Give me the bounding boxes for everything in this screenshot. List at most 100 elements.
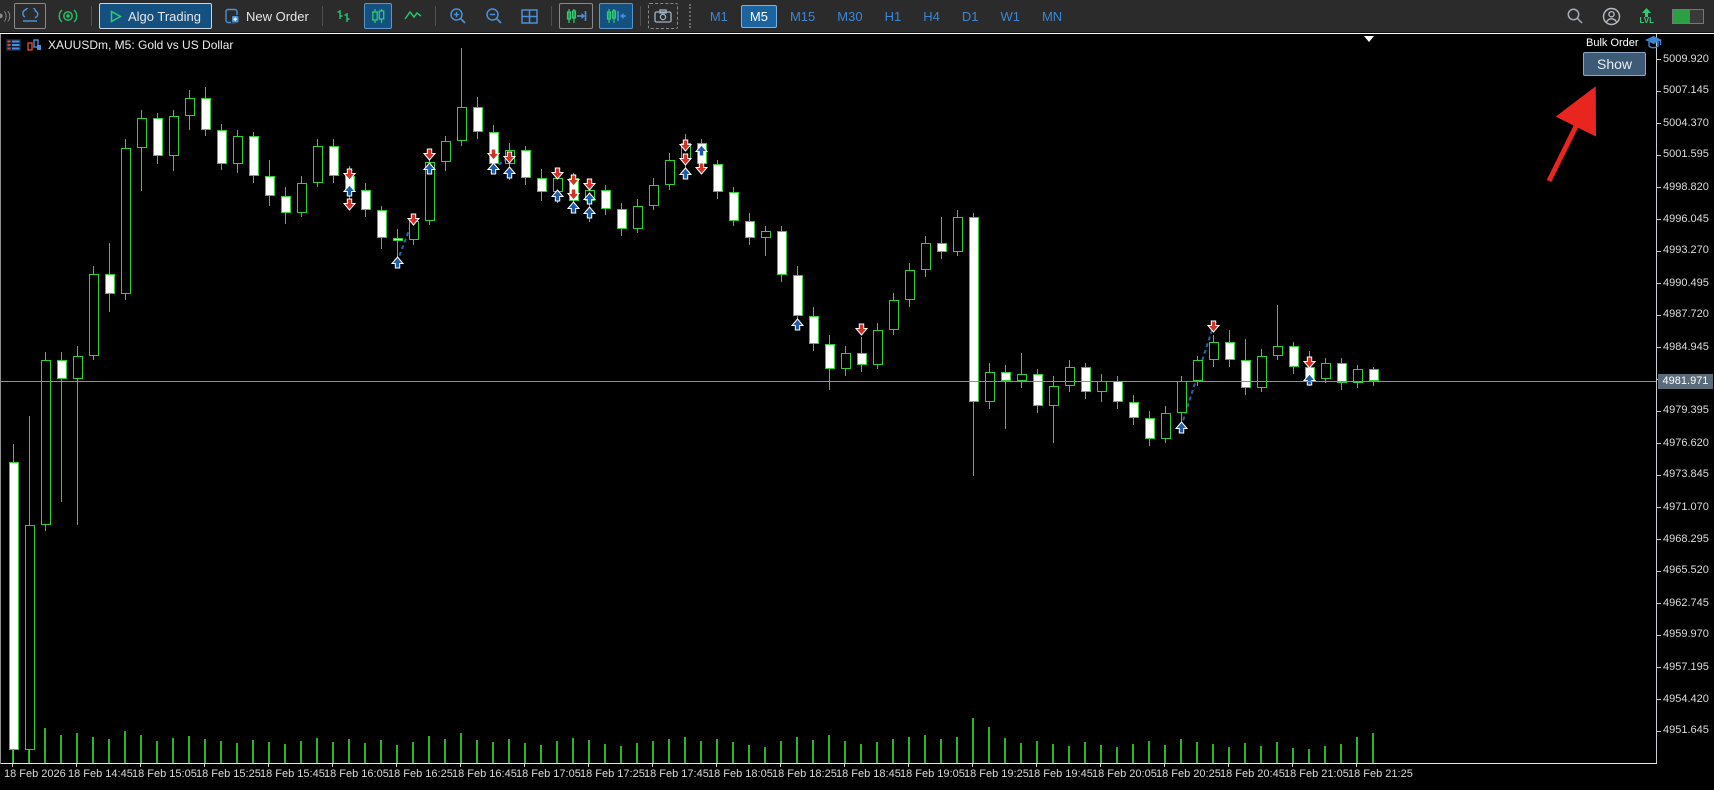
volume-bar [1132,744,1134,763]
volume-bar [1020,743,1022,763]
timeframe-m5[interactable]: M5 [740,4,777,28]
volume-bar [1292,748,1294,763]
candle [809,316,819,345]
price-axis-label: 4990.495 [1663,277,1709,289]
timeframe-h1[interactable]: H1 [884,8,902,24]
chart-plot-area[interactable] [0,34,1656,764]
chart-symbol-title: XAUUSDm, M5: Gold vs US Dollar [48,38,234,52]
shift-chart-right-button[interactable] [558,3,593,29]
toolbar-divider [90,6,92,26]
level-indicator[interactable]: LVL [1639,7,1654,25]
price-axis-tick [1657,603,1661,604]
account-icon[interactable] [1602,7,1621,26]
candle [489,131,499,165]
zoom-out-button[interactable] [479,3,509,29]
time-axis-tick [524,764,525,767]
last-bar-marker [1364,36,1374,42]
candle [729,191,739,221]
candle [1065,367,1075,386]
price-axis-label: 4973.845 [1663,468,1709,480]
volume-bar [1036,741,1038,763]
price-axis[interactable]: 5009.920 5007.145 5004.370 5001.595 4998.820… [1656,34,1714,764]
timeframe-h4[interactable]: H4 [923,8,940,24]
toolbar-right-group: LVL [1566,7,1714,26]
timeframe-mn[interactable]: MN [1041,8,1063,24]
candle [1209,341,1219,361]
volume-bar [780,741,782,763]
volume-bar [316,738,318,763]
candle [73,355,83,379]
volume-bar [284,744,286,763]
candle-wick [141,109,142,191]
candle [1097,380,1107,393]
timeframe-m15[interactable]: M15 [789,8,816,24]
volume-bar [972,718,974,763]
cloud-sync-button[interactable] [13,3,46,29]
volume-bar [1356,737,1358,763]
candle-chart-type-button[interactable] [363,3,392,29]
volume-bar [1100,745,1102,763]
time-axis-tick [204,764,205,767]
broadcast-add-button[interactable] [52,3,84,29]
candle-wick [1053,376,1054,444]
algo-trading-button[interactable]: Algo Trading [98,3,212,29]
volume-bar [732,742,734,763]
candle [825,344,835,370]
candle [233,136,243,165]
price-axis-tick [1657,443,1661,444]
time-axis-tick [908,764,909,767]
bulk-order-show-button[interactable]: Show [1583,52,1646,76]
buy-marker-icon [342,184,356,197]
price-axis-label: 4968.295 [1663,533,1709,545]
timeframe-w1[interactable]: W1 [1000,8,1020,24]
graduation-cap-icon[interactable] [1644,36,1662,49]
price-axis-tick [1657,283,1661,284]
time-axis[interactable]: 18 Feb 2026 18 Feb 14:45 18 Feb 15:05 18 Fe… [0,764,1714,790]
candle [761,231,771,238]
volume-bar [764,747,766,763]
zoom-out-icon [486,8,502,24]
candle [169,115,179,157]
timeframe-m30[interactable]: M30 [837,8,863,24]
time-axis-label: 18 Feb 18:05 [708,768,773,780]
volume-bar [124,731,126,763]
timeframe-d1[interactable]: D1 [961,8,979,24]
candle [985,371,995,402]
price-axis-tick [1657,347,1661,348]
timeframe-bar: M1 M5 M15 M30 H1 H4 D1 W1 MN [699,4,1073,28]
price-axis-tick [1657,411,1661,412]
price-axis-label: 4971.070 [1663,501,1709,513]
price-axis-tick [1657,539,1661,540]
price-axis-label: 4962.745 [1663,597,1709,609]
price-axis-tick [1657,635,1661,636]
candle [137,118,147,148]
volume-bar [108,739,110,763]
sell-marker-icon [422,148,436,162]
search-icon[interactable] [1566,7,1584,25]
price-axis-tick [1657,475,1661,476]
bar-chart-type-button[interactable] [330,3,358,29]
time-axis-tick [652,764,653,767]
price-axis-tick [1657,155,1661,156]
candle-wick [765,226,766,257]
current-price-line [1,381,1656,382]
level-label: LVL [1639,15,1654,25]
line-chart-type-button[interactable] [398,3,428,29]
volume-bar [940,739,942,763]
tile-windows-button[interactable] [515,3,544,29]
buy-marker-icon [790,318,804,331]
time-axis-label: 18 Feb 20:25 [1156,768,1221,780]
candle [425,161,435,221]
zoom-in-button[interactable] [443,3,473,29]
screenshot-button[interactable] [647,3,678,29]
auto-scroll-button[interactable] [598,3,633,29]
volume-bar [476,740,478,763]
bar-chart-icon [337,10,350,22]
time-axis-label: 18 Feb 16:25 [388,768,453,780]
volume-bar [1228,747,1230,763]
volume-bar [492,742,494,763]
buy-marker-icon [678,167,692,180]
volume-bar [204,739,206,763]
timeframe-m1[interactable]: M1 [709,8,728,24]
new-order-button[interactable]: New Order [218,3,315,29]
